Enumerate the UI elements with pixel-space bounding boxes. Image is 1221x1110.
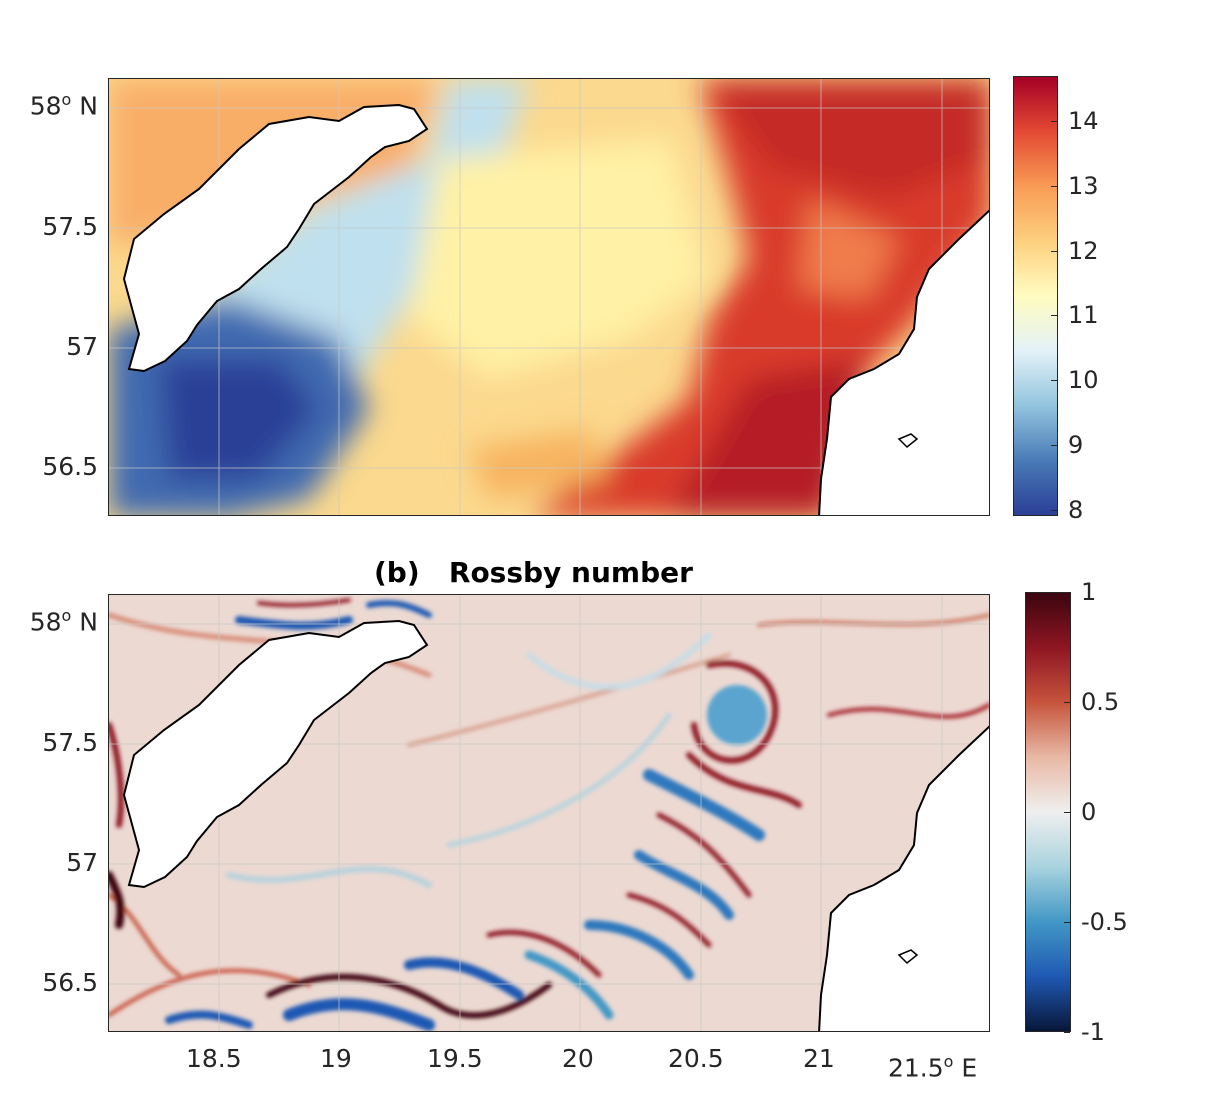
panel-b-y-tick-56-5: 56.5 bbox=[42, 968, 98, 997]
rossby-colorbar-tick-mark bbox=[1064, 702, 1070, 703]
panel-a-y-tick-56-5: 56.5 bbox=[42, 452, 98, 481]
rossby-colorbar-tick-label: 0.5 bbox=[1081, 688, 1120, 716]
sst-colorbar-tick-label: 8 bbox=[1068, 495, 1084, 524]
latvia-land bbox=[818, 725, 989, 1031]
small-island bbox=[897, 949, 919, 965]
sst-colorbar-tick-label: 13 bbox=[1068, 172, 1099, 200]
x-tick-19-5: 19.5 bbox=[427, 1044, 483, 1073]
sst-colorbar-tick-label: 12 bbox=[1068, 236, 1099, 265]
x-tick-20: 20 bbox=[562, 1044, 594, 1073]
sst-colorbar-tick-label: 14 bbox=[1068, 107, 1099, 136]
sst-colorbar-tick-label: 9 bbox=[1068, 430, 1084, 459]
sst-colorbar-tick-mark bbox=[1051, 315, 1057, 317]
rossby-colorbar-tick-mark bbox=[1064, 812, 1070, 813]
x-tick-18-5: 18.5 bbox=[186, 1044, 242, 1073]
panel-a-y-tick-57-5: 57.5 bbox=[42, 212, 98, 241]
panel-a-y-tick-58: 58o N bbox=[29, 90, 98, 121]
rossby-colorbar-tick-label: -1 bbox=[1081, 1018, 1105, 1046]
rossby-colorbar-tick-label: 1 bbox=[1081, 578, 1097, 606]
x-tick-19: 19 bbox=[320, 1044, 352, 1073]
sst-colorbar-tick-mark bbox=[1051, 250, 1057, 252]
rossby-colorbar-tick-mark bbox=[1064, 592, 1070, 593]
panel-b-y-tick-58: 58o N bbox=[29, 606, 98, 637]
sst-colorbar-tick-mark bbox=[1051, 121, 1057, 123]
rossby-colorbar-tick-label: -0.5 bbox=[1081, 908, 1128, 936]
sst-colorbar-tick-label: 11 bbox=[1068, 301, 1099, 330]
rossby-colorbar bbox=[1025, 592, 1071, 1032]
gotland-land bbox=[122, 103, 429, 373]
rossby-map bbox=[108, 594, 990, 1032]
sst-colorbar-tick-label: 10 bbox=[1068, 366, 1099, 395]
panel-a-y-tick-57: 57 bbox=[66, 332, 98, 361]
latvia-land bbox=[818, 209, 989, 515]
sst-map bbox=[108, 78, 990, 516]
sst-colorbar-tick-mark bbox=[1051, 509, 1057, 511]
x-tick-20-5: 20.5 bbox=[668, 1044, 724, 1073]
sst-colorbar-tick-mark bbox=[1051, 380, 1057, 382]
panel-b-y-tick-57: 57 bbox=[66, 848, 98, 877]
sst-colorbar-tick-mark bbox=[1051, 186, 1057, 187]
gotland-land bbox=[122, 619, 429, 889]
sst-colorbar-tick-mark bbox=[1051, 444, 1057, 446]
panel-b-title: (b) Rossby number bbox=[374, 556, 693, 589]
rossby-colorbar-tick-mark bbox=[1064, 1032, 1070, 1033]
rossby-colorbar-tick-label: 0 bbox=[1081, 798, 1097, 826]
sst-colorbar bbox=[1013, 76, 1058, 516]
panel-b-y-tick-57-5: 57.5 bbox=[42, 728, 98, 757]
rossby-colorbar-tick-mark bbox=[1064, 922, 1070, 923]
x-tick-21-5: 21.5o E bbox=[888, 1052, 978, 1083]
x-tick-21: 21 bbox=[803, 1044, 835, 1073]
small-island bbox=[897, 433, 919, 449]
